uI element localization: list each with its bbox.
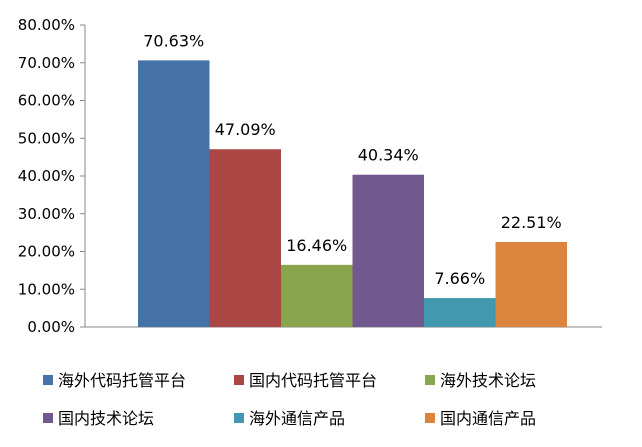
bar: [209, 149, 281, 327]
legend-label: 海外通信产品: [249, 409, 345, 428]
legend-swatch: [234, 413, 244, 423]
y-tick-label: 80.00%: [18, 16, 75, 34]
legend-swatch: [425, 375, 435, 385]
legend-item: 海外通信产品: [234, 409, 345, 428]
y-tick-label: 10.00%: [18, 280, 75, 298]
legend-label: 国内通信产品: [440, 409, 536, 428]
y-tick-label: 30.00%: [18, 205, 75, 223]
legend-label: 海外技术论坛: [440, 371, 536, 390]
legend-swatch: [43, 375, 53, 385]
data-label: 7.66%: [434, 269, 485, 288]
legend-item: 海外技术论坛: [425, 371, 536, 390]
legend-label: 国内代码托管平台: [249, 371, 377, 390]
legend-label: 海外代码托管平台: [58, 371, 186, 390]
bar: [281, 264, 353, 327]
data-label: 40.34%: [358, 146, 419, 165]
y-tick-label: 70.00%: [18, 54, 75, 72]
legend-swatch: [425, 413, 435, 423]
legend-item: 国内通信产品: [425, 409, 536, 428]
y-tick-label: 20.00%: [18, 243, 75, 261]
legend-label: 国内技术论坛: [58, 409, 154, 428]
data-labels: 70.63% 47.09% 16.46% 40.34% 7.66% 22.51%: [143, 31, 562, 288]
bar: [495, 242, 567, 327]
legend-swatch: [234, 375, 244, 385]
legend-item: 国内技术论坛: [43, 409, 154, 428]
bar: [352, 174, 424, 327]
y-tick-label: 60.00%: [18, 92, 75, 110]
legend-item: 海外代码托管平台: [43, 371, 186, 390]
data-label: 16.46%: [286, 236, 347, 255]
y-tick-label: 50.00%: [18, 129, 75, 147]
bar: [138, 60, 210, 327]
y-tick-label: 40.00%: [18, 167, 75, 185]
data-label: 47.09%: [215, 120, 276, 139]
bar: [424, 298, 496, 327]
y-tick-label: 0.00%: [27, 318, 75, 336]
y-axis: 0.00% 10.00% 20.00% 30.00% 40.00% 50.00% 60.00…: [18, 16, 86, 336]
bars: [138, 60, 567, 327]
data-label: 22.51%: [501, 213, 562, 232]
legend-item: 国内代码托管平台: [234, 371, 377, 390]
legend-swatch: [43, 413, 53, 423]
data-label: 70.63%: [143, 31, 204, 50]
